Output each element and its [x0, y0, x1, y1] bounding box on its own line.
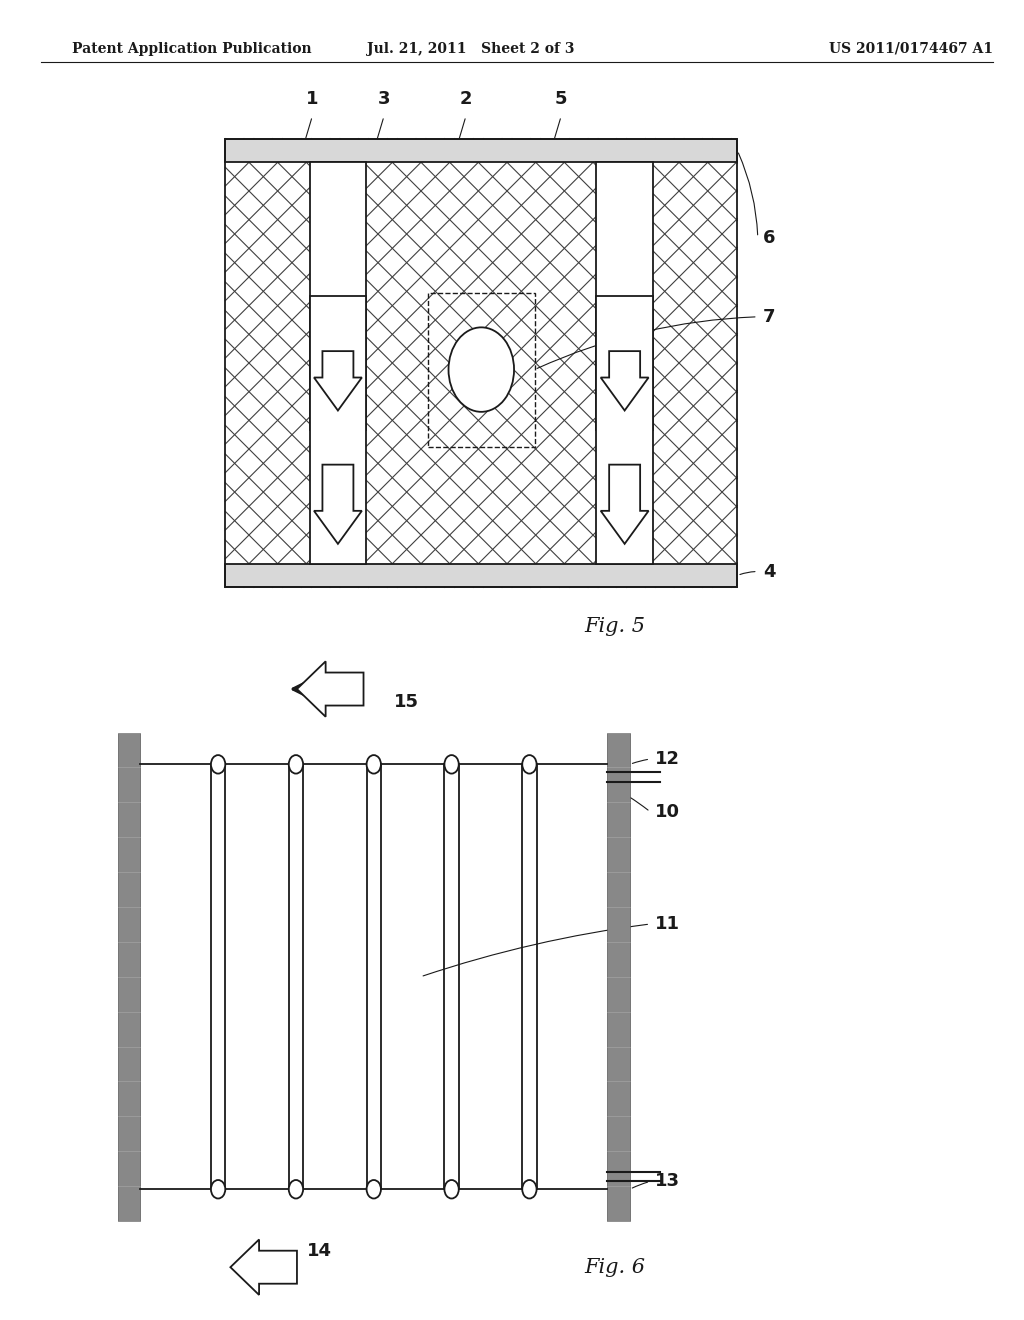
Text: 10: 10	[655, 803, 680, 821]
Circle shape	[367, 755, 381, 774]
Bar	[596, 162, 653, 430]
Text: 13: 13	[655, 1172, 680, 1191]
Text: 1: 1	[306, 90, 318, 108]
FancyArrow shape	[314, 465, 361, 544]
FancyArrow shape	[230, 1239, 297, 1295]
Bar	[607, 733, 630, 1221]
Bar	[309, 296, 367, 564]
Text: 4: 4	[763, 562, 775, 581]
Circle shape	[367, 1180, 381, 1199]
Text: 5: 5	[555, 90, 567, 108]
Text: 6: 6	[763, 228, 775, 247]
Circle shape	[522, 1180, 537, 1199]
Circle shape	[211, 1180, 225, 1199]
Bar	[309, 162, 367, 430]
FancyArrow shape	[314, 351, 361, 411]
FancyArrow shape	[601, 465, 648, 544]
Text: 14: 14	[307, 1242, 332, 1261]
Bar	[596, 296, 653, 564]
Circle shape	[444, 755, 459, 774]
Text: 3: 3	[378, 90, 390, 108]
Bar	[428, 293, 535, 446]
Text: 7: 7	[763, 308, 775, 326]
Bar	[225, 564, 737, 587]
Circle shape	[522, 755, 537, 774]
FancyArrow shape	[297, 661, 364, 717]
Text: Patent Application Publication: Patent Application Publication	[72, 42, 311, 55]
Text: US 2011/0174467 A1: US 2011/0174467 A1	[829, 42, 993, 55]
Circle shape	[211, 755, 225, 774]
Circle shape	[444, 1180, 459, 1199]
Text: 11: 11	[655, 915, 680, 933]
FancyArrow shape	[601, 351, 648, 411]
Circle shape	[289, 1180, 303, 1199]
Bar	[225, 139, 737, 587]
Text: 2: 2	[460, 90, 472, 108]
Bar	[118, 733, 140, 1221]
Text: Fig. 5: Fig. 5	[584, 618, 645, 636]
Text: Jul. 21, 2011   Sheet 2 of 3: Jul. 21, 2011 Sheet 2 of 3	[368, 42, 574, 55]
Text: Fig. 6: Fig. 6	[584, 1258, 645, 1276]
Text: 12: 12	[655, 750, 680, 768]
Bar	[225, 139, 737, 162]
Circle shape	[449, 327, 514, 412]
Circle shape	[289, 755, 303, 774]
Text: 15: 15	[394, 693, 419, 711]
